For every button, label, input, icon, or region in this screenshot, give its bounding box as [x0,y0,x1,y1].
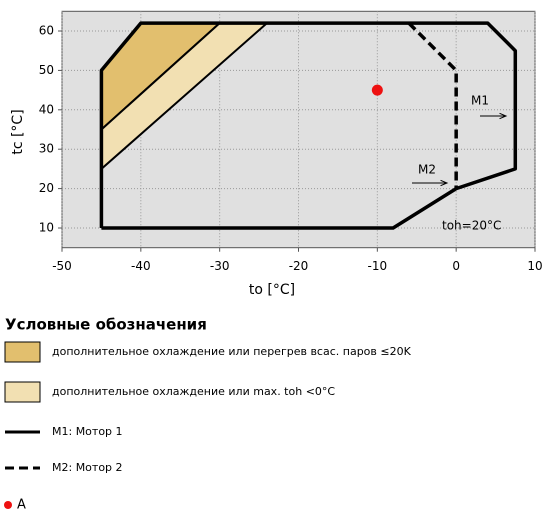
arrow-head [499,112,508,120]
envelope-line [407,21,458,189]
legend-swatch [4,381,41,403]
legend-label: M1: Мотор 1 [52,425,123,438]
annotation: M1 [471,94,489,108]
y-axis-label: tc [°C] [10,109,26,154]
legend-label: M2: Мотор 2 [52,461,123,474]
x-tick-label: -30 [210,259,230,273]
arrow-head [440,179,449,187]
annotation: toh=20°C [442,219,501,233]
y-tick-label: 50 [39,63,54,77]
legend-label: дополнительное охлаждение или max. toh <… [52,385,335,398]
y-tick-label: 10 [39,221,54,235]
x-axis-label: to [°C] [249,282,295,298]
x-tick-label: -10 [368,259,388,273]
x-tick-label: -40 [131,259,151,273]
legend-label: дополнительное охлаждение или перегрев в… [52,345,412,358]
y-tick-label: 30 [39,142,54,156]
legend-swatch [4,501,12,509]
legend-title: Условные обозначения [5,316,207,334]
x-tick-label: 0 [452,259,460,273]
envelope-line [99,21,518,230]
legend-label: A [17,498,26,513]
x-tick-label: -50 [52,259,72,273]
x-tick-label: -20 [289,259,309,273]
y-tick-label: 20 [39,181,54,195]
annotation: M2 [418,163,436,177]
legend-swatch [4,341,41,363]
x-tick-label: 10 [527,259,542,273]
y-tick-label: 60 [39,24,54,38]
point [371,84,383,96]
y-tick-label: 40 [39,102,54,116]
